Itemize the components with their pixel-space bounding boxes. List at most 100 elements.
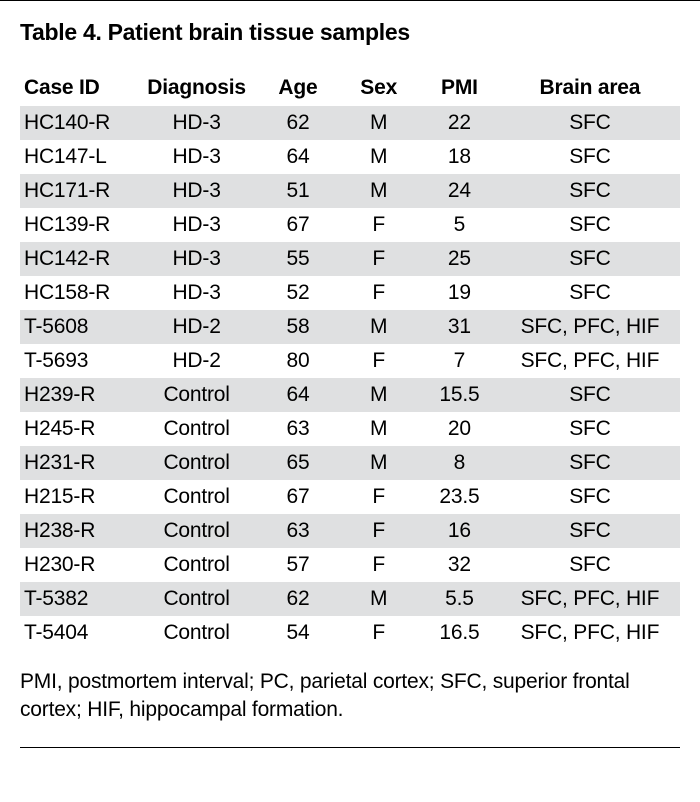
table-cell: HC171-R	[20, 174, 136, 208]
table-cell: 20	[419, 412, 500, 446]
table-cell: SFC	[500, 514, 680, 548]
table-row: H239-RControl64M15.5SFC	[20, 378, 680, 412]
table-cell: M	[338, 106, 419, 140]
table-cell: SFC	[500, 446, 680, 480]
table-cell: M	[338, 378, 419, 412]
table-cell: SFC, PFC, HIF	[500, 616, 680, 650]
table-footnote: PMI, postmortem interval; PC, parietal c…	[20, 668, 680, 748]
table-cell: 7	[419, 344, 500, 378]
table-cell: H215-R	[20, 480, 136, 514]
table-cell: HD-3	[136, 106, 258, 140]
table-cell: 67	[258, 208, 339, 242]
table-row: HC171-RHD-351M24SFC	[20, 174, 680, 208]
table-cell: 52	[258, 276, 339, 310]
table-cell: M	[338, 446, 419, 480]
table-cell: Control	[136, 616, 258, 650]
table-cell: SFC	[500, 174, 680, 208]
table-cell: Control	[136, 446, 258, 480]
table-cell: 67	[258, 480, 339, 514]
table-row: T-5693HD-280F7SFC, PFC, HIF	[20, 344, 680, 378]
table-cell: Control	[136, 548, 258, 582]
table-cell: M	[338, 412, 419, 446]
col-header: Sex	[338, 70, 419, 106]
table-row: HC158-RHD-352F19SFC	[20, 276, 680, 310]
table-cell: SFC	[500, 242, 680, 276]
table-cell: HD-3	[136, 140, 258, 174]
table-cell: HD-2	[136, 310, 258, 344]
table-caption: Patient brain tissue samples	[108, 19, 410, 45]
table-cell: H239-R	[20, 378, 136, 412]
table-cell: 15.5	[419, 378, 500, 412]
table-cell: Control	[136, 514, 258, 548]
table-cell: SFC, PFC, HIF	[500, 344, 680, 378]
table-cell: 24	[419, 174, 500, 208]
table-row: T-5404Control54F16.5SFC, PFC, HIF	[20, 616, 680, 650]
table-row: H230-RControl57F32SFC	[20, 548, 680, 582]
table-cell: F	[338, 514, 419, 548]
table-row: HC139-RHD-367F5SFC	[20, 208, 680, 242]
table-cell: Control	[136, 582, 258, 616]
table-cell: F	[338, 480, 419, 514]
table-title: Table 4. Patient brain tissue samples	[20, 19, 410, 46]
table-cell: 16.5	[419, 616, 500, 650]
table-cell: SFC	[500, 208, 680, 242]
table-cell: SFC	[500, 548, 680, 582]
table-cell: F	[338, 344, 419, 378]
table-cell: 23.5	[419, 480, 500, 514]
table-cell: M	[338, 140, 419, 174]
table-cell: HD-2	[136, 344, 258, 378]
table-cell: 16	[419, 514, 500, 548]
table-cell: SFC, PFC, HIF	[500, 310, 680, 344]
table-cell: SFC	[500, 480, 680, 514]
table-cell: Control	[136, 480, 258, 514]
table-row: H231-RControl65M8SFC	[20, 446, 680, 480]
table-row: H238-RControl63F16SFC	[20, 514, 680, 548]
table-row: T-5608HD-258M31SFC, PFC, HIF	[20, 310, 680, 344]
table-cell: M	[338, 582, 419, 616]
table-cell: 32	[419, 548, 500, 582]
col-header: Brain area	[500, 70, 680, 106]
table-cell: SFC, PFC, HIF	[500, 582, 680, 616]
table-cell: HC142-R	[20, 242, 136, 276]
table-cell: F	[338, 548, 419, 582]
table-cell: M	[338, 174, 419, 208]
table-cell: F	[338, 276, 419, 310]
table-row: H215-RControl67F23.5SFC	[20, 480, 680, 514]
table-body: HC140-RHD-362M22SFCHC147-LHD-364M18SFCHC…	[20, 106, 680, 650]
table-cell: 5.5	[419, 582, 500, 616]
table-cell: HD-3	[136, 208, 258, 242]
table-cell: F	[338, 616, 419, 650]
table-cell: 63	[258, 514, 339, 548]
table-cell: SFC	[500, 140, 680, 174]
table-cell: 8	[419, 446, 500, 480]
table-cell: SFC	[500, 106, 680, 140]
table-cell: 55	[258, 242, 339, 276]
table-cell: 57	[258, 548, 339, 582]
table-cell: H238-R	[20, 514, 136, 548]
data-table: Case ID Diagnosis Age Sex PMI Brain area…	[20, 70, 680, 650]
table-cell: 25	[419, 242, 500, 276]
table-cell: F	[338, 208, 419, 242]
table-cell: 22	[419, 106, 500, 140]
table-cell: 5	[419, 208, 500, 242]
table-row: HC147-LHD-364M18SFC	[20, 140, 680, 174]
table-cell: T-5693	[20, 344, 136, 378]
col-header: Diagnosis	[136, 70, 258, 106]
table-container: Table 4. Patient brain tissue samples Ca…	[0, 0, 700, 768]
table-cell: HC139-R	[20, 208, 136, 242]
table-cell: SFC	[500, 412, 680, 446]
table-row: T-5382Control62M5.5SFC, PFC, HIF	[20, 582, 680, 616]
table-cell: T-5608	[20, 310, 136, 344]
table-cell: SFC	[500, 378, 680, 412]
table-cell: 64	[258, 140, 339, 174]
table-cell: Control	[136, 378, 258, 412]
col-header: PMI	[419, 70, 500, 106]
table-cell: 54	[258, 616, 339, 650]
table-cell: HC158-R	[20, 276, 136, 310]
table-cell: HD-3	[136, 242, 258, 276]
table-cell: 51	[258, 174, 339, 208]
table-cell: 62	[258, 106, 339, 140]
table-title-row: Table 4. Patient brain tissue samples	[20, 19, 680, 46]
table-cell: T-5404	[20, 616, 136, 650]
table-row: H245-RControl63M20SFC	[20, 412, 680, 446]
